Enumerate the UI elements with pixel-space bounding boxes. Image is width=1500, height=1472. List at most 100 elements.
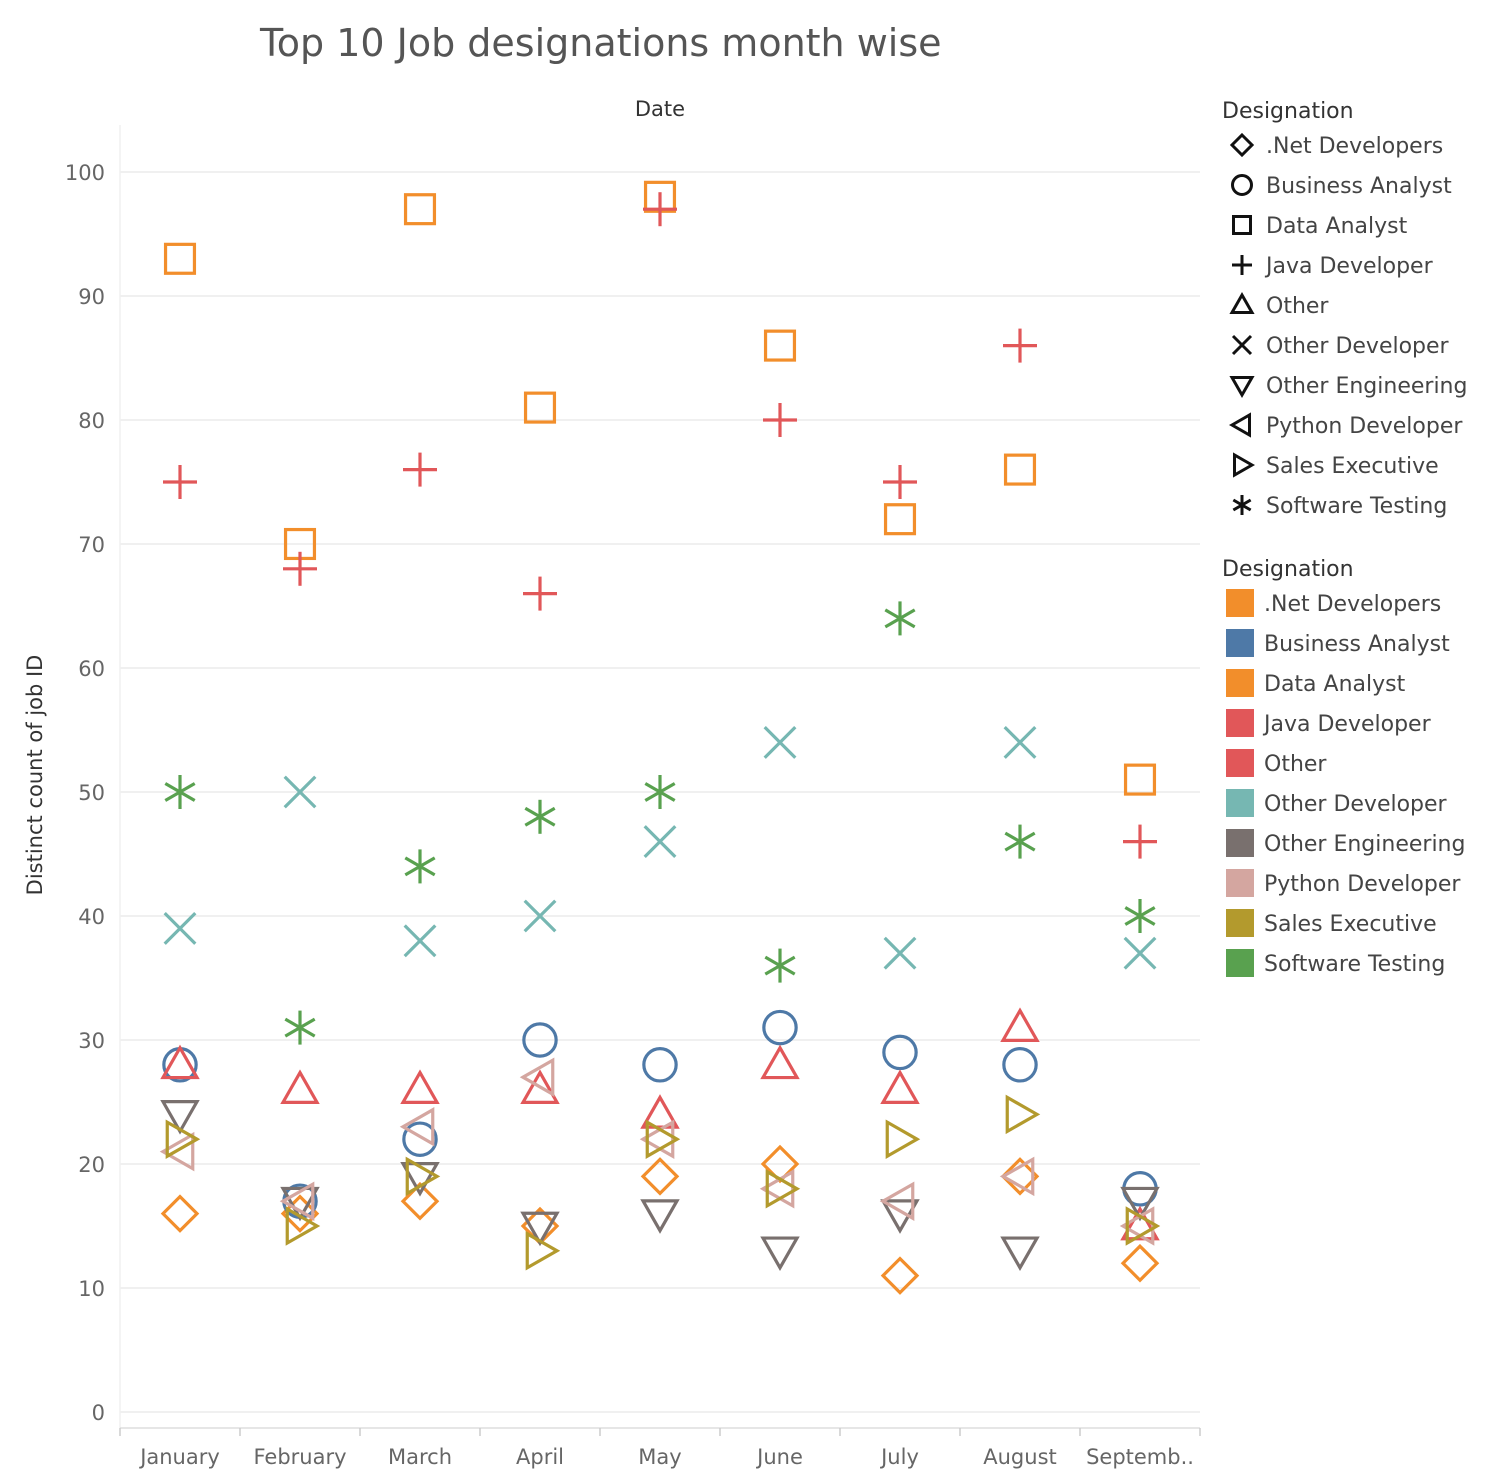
point-net-developers-may xyxy=(640,1157,680,1196)
point-other-march xyxy=(400,1069,440,1104)
color-legend-item-business-analyst: Business Analyst xyxy=(1226,629,1450,657)
shape-legend-item-other-engineering: Other Engineering xyxy=(1229,374,1467,399)
point-business-analyst-august xyxy=(1002,1047,1038,1083)
y-axis-label: Distinct count of job ID xyxy=(23,655,47,896)
point-python-developer-august xyxy=(999,1156,1035,1197)
shape-legend-label: .Net Developers xyxy=(1266,134,1443,159)
color-legend-item-software-testing: Software Testing xyxy=(1226,949,1445,977)
x-tick-label-septemb: Septemb.. xyxy=(1086,1445,1194,1469)
point-python-developer-june xyxy=(759,1169,795,1209)
point-java-developer-january xyxy=(163,465,197,499)
triangle-left-icon xyxy=(1228,412,1251,438)
point-other-developer-april xyxy=(523,899,557,933)
color-swatch xyxy=(1226,709,1254,737)
point-data-analyst-january xyxy=(163,242,197,275)
color-swatch xyxy=(1226,749,1254,777)
point-net-developers-march xyxy=(400,1181,440,1221)
point-python-developer-septemb xyxy=(1119,1206,1155,1246)
point-sales-executive-august xyxy=(1005,1094,1041,1135)
color-legend-label: Other Engineering xyxy=(1264,832,1465,857)
color-legend: .Net Developers Business Analyst Data Anal… xyxy=(1226,589,1465,977)
point-software-testing-april xyxy=(524,799,556,834)
color-legend-label: Java Developer xyxy=(1262,712,1432,737)
shape-legend-item-data-analyst: Data Analyst xyxy=(1232,214,1408,239)
color-legend-item-other-developer: Other Developer xyxy=(1226,789,1448,817)
y-tick-label: 50 xyxy=(78,781,105,805)
point-sales-executive-april xyxy=(525,1231,561,1271)
x-tick-label-may: May xyxy=(638,1445,681,1469)
point-other-developer-january xyxy=(163,911,197,945)
point-business-analyst-may xyxy=(642,1047,678,1083)
point-net-developers-septemb xyxy=(1120,1243,1160,1283)
shape-legend-label: Business Analyst xyxy=(1266,174,1452,199)
point-other-developer-february xyxy=(283,775,317,809)
shape-legend-item-business-analyst: Business Analyst xyxy=(1231,174,1452,199)
color-legend-item-other-engineering: Other Engineering xyxy=(1226,829,1465,857)
shape-legend-label: Other Developer xyxy=(1266,334,1450,359)
color-legend-label: Software Testing xyxy=(1264,952,1445,977)
point-software-testing-march xyxy=(404,849,436,884)
cross-icon xyxy=(1231,334,1253,356)
triangle-right-icon xyxy=(1233,452,1256,478)
square-icon xyxy=(1232,215,1252,235)
x-tick-label-august: August xyxy=(983,1445,1057,1469)
shape-legend-label: Software Testing xyxy=(1266,494,1447,519)
point-other-june xyxy=(760,1044,800,1080)
color-swatch xyxy=(1226,669,1254,697)
point-sales-executive-february xyxy=(285,1206,321,1246)
point-data-analyst-septemb xyxy=(1123,763,1157,796)
color-legend-label: Other xyxy=(1264,752,1327,777)
point-other-engineering-january xyxy=(160,1100,200,1135)
point-other-engineering-june xyxy=(760,1236,800,1272)
point-python-developer-february xyxy=(279,1181,315,1221)
point-java-developer-april xyxy=(523,576,557,611)
color-swatch xyxy=(1226,909,1254,937)
point-software-testing-july xyxy=(884,601,916,636)
shape-legend-item-python-developer: Python Developer xyxy=(1228,412,1463,439)
point-business-analyst-april xyxy=(522,1022,558,1058)
shape-legend-label: Java Developer xyxy=(1264,254,1434,279)
color-legend-label: .Net Developers xyxy=(1264,592,1441,617)
shape-legend-label: Python Developer xyxy=(1266,414,1463,439)
x-tick-label-june: June xyxy=(755,1445,803,1469)
point-net-developers-january xyxy=(160,1194,200,1233)
point-other-engineering-february xyxy=(280,1186,320,1222)
plus-icon xyxy=(1232,255,1252,275)
axes: 0 10 20 30 40 50 60 70 80 90 100 January February Mar… xyxy=(65,125,1201,1469)
chart-title: Top 10 Job designations month wise xyxy=(259,21,942,65)
point-software-testing-may xyxy=(644,775,676,809)
y-tick-label: 80 xyxy=(78,409,105,433)
y-tick-label: 70 xyxy=(78,533,105,557)
color-swatch xyxy=(1226,869,1254,897)
point-business-analyst-july xyxy=(882,1034,918,1071)
point-sales-executive-june xyxy=(765,1169,801,1209)
point-other-january xyxy=(160,1044,200,1080)
shape-legend-title: Designation xyxy=(1222,99,1354,124)
point-other-engineering-april xyxy=(520,1211,560,1247)
point-other-developer-march xyxy=(403,924,437,958)
point-software-testing-january xyxy=(164,775,196,809)
point-other-april xyxy=(520,1069,560,1104)
point-data-analyst-april xyxy=(523,391,557,424)
point-sales-executive-septemb xyxy=(1125,1206,1161,1246)
point-data-analyst-march xyxy=(403,193,437,226)
point-business-analyst-june xyxy=(762,1009,798,1046)
point-other-developer-septemb xyxy=(1123,936,1157,970)
diamond-icon xyxy=(1229,132,1255,158)
point-other-engineering-septemb xyxy=(1120,1186,1160,1222)
point-sales-executive-march xyxy=(405,1156,441,1197)
color-legend-item-data-analyst: Data Analyst xyxy=(1226,669,1406,697)
point-other-septemb xyxy=(1120,1205,1160,1241)
point-data-analyst-june xyxy=(763,329,797,362)
point-other-engineering-march xyxy=(400,1162,440,1197)
point-python-developer-april xyxy=(519,1057,555,1097)
shape-legend-item-other: Other xyxy=(1229,291,1329,319)
circle-icon xyxy=(1231,174,1253,196)
y-tick-label: 100 xyxy=(65,161,105,185)
point-data-analyst-july xyxy=(883,503,917,536)
y-tick-label: 0 xyxy=(92,1401,105,1425)
shape-legend-item-sales-executive: Sales Executive xyxy=(1233,452,1439,479)
point-software-testing-february xyxy=(284,1010,316,1045)
point-python-developer-may xyxy=(639,1119,675,1159)
